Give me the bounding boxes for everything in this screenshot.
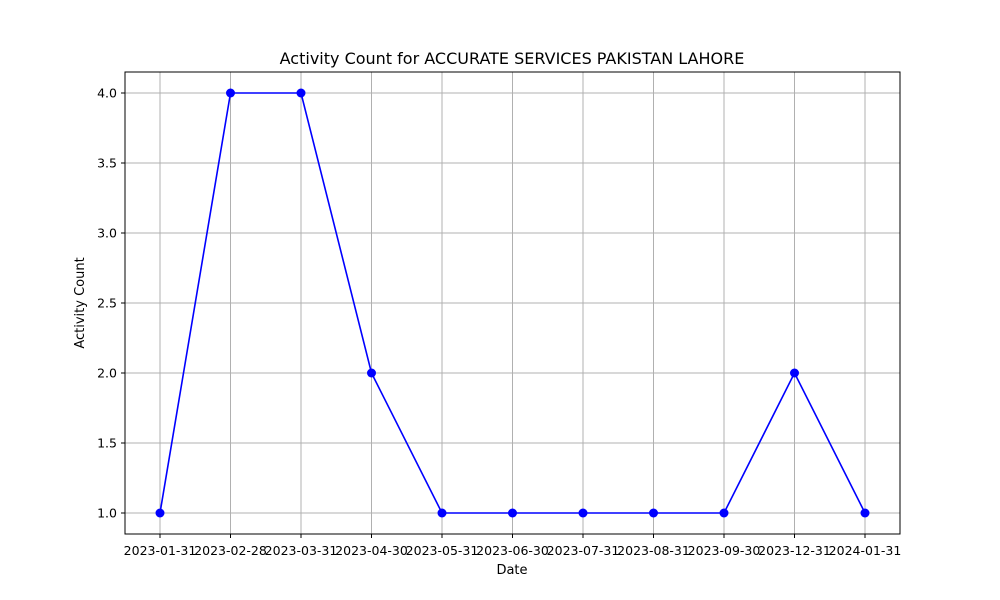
x-tick-label: 2024-01-31 xyxy=(829,543,902,558)
x-tick-label: 2023-05-31 xyxy=(406,543,479,558)
data-point xyxy=(367,368,376,378)
y-tick-label: 3.0 xyxy=(97,226,117,241)
chart-title: Activity Count for ACCURATE SERVICES PAK… xyxy=(280,49,745,68)
data-point xyxy=(578,508,588,518)
grid-layer xyxy=(125,72,900,534)
data-point xyxy=(649,508,658,518)
data-point xyxy=(719,508,729,518)
y-tick-label: 3.5 xyxy=(97,156,117,171)
y-tick-label: 4.0 xyxy=(97,86,117,101)
y-tick-label: 1.0 xyxy=(97,506,117,521)
data-point xyxy=(155,508,165,518)
x-tick-label: 2023-06-30 xyxy=(476,543,549,558)
data-point xyxy=(508,508,517,518)
x-tick-label: 2023-08-31 xyxy=(617,543,690,558)
data-point xyxy=(790,368,799,378)
data-point xyxy=(296,88,306,98)
x-tick-label: 2023-07-31 xyxy=(547,543,620,558)
x-tick-label: 2023-03-31 xyxy=(265,543,338,558)
x-tick-label: 2023-09-30 xyxy=(688,543,761,558)
x-tick-label: 2023-01-31 xyxy=(124,543,197,558)
data-point xyxy=(437,508,447,518)
tick-layer: 2023-01-312023-02-282023-03-312023-04-30… xyxy=(97,86,901,559)
y-axis-label: Activity Count xyxy=(73,257,88,348)
y-tick-label: 2.0 xyxy=(97,366,117,381)
series-layer xyxy=(155,88,870,518)
y-tick-label: 2.5 xyxy=(97,296,117,311)
x-axis-label: Date xyxy=(496,563,527,578)
y-tick-label: 1.5 xyxy=(97,436,117,451)
data-point xyxy=(226,88,235,98)
x-tick-label: 2023-04-30 xyxy=(335,543,408,558)
x-tick-label: 2023-12-31 xyxy=(758,543,831,558)
x-tick-label: 2023-02-28 xyxy=(194,543,267,558)
data-point xyxy=(860,508,870,518)
